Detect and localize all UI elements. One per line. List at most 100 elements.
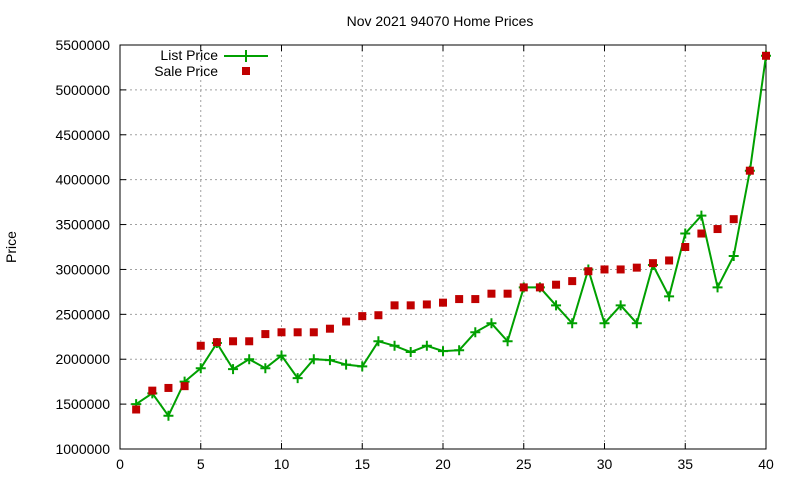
list-price-point [324, 355, 335, 366]
list-price-point [712, 282, 723, 293]
x-tick-label: 0 [116, 456, 124, 472]
list-price-point [486, 318, 497, 329]
legend-label-sale-price: Sale Price [154, 63, 218, 79]
list-price-point [341, 359, 352, 370]
x-tick-label: 25 [516, 456, 532, 472]
y-tick-label: 5000000 [55, 82, 110, 98]
list-price-point [696, 210, 707, 221]
list-price-point [599, 318, 610, 329]
list-price-point [502, 336, 513, 347]
sale-price-point [261, 330, 270, 339]
sale-price-point [325, 324, 334, 333]
sale-price-point [665, 256, 674, 265]
sale-price-point [406, 301, 415, 310]
x-tick-label: 30 [597, 456, 613, 472]
list-price-point [680, 228, 691, 239]
sale-price-point [212, 338, 221, 347]
x-tick-label: 40 [758, 456, 774, 472]
sale-price-point [584, 267, 593, 276]
list-price-point [405, 347, 416, 358]
list-price-point [276, 350, 287, 361]
sale-price-point [164, 383, 173, 392]
sale-price-point [632, 263, 641, 272]
x-tick-label: 10 [274, 456, 290, 472]
x-tick-label: 5 [197, 456, 205, 472]
list-price-point [551, 300, 562, 311]
sale-price-point [196, 341, 205, 350]
y-tick-label: 4000000 [55, 172, 110, 188]
x-tick-label: 20 [435, 456, 451, 472]
sale-price-point [487, 289, 496, 298]
list-price-point [389, 340, 400, 351]
list-price-point [228, 364, 239, 375]
sale-price-point [229, 337, 238, 346]
sale-price-point [390, 301, 399, 310]
sale-price-point [552, 280, 561, 289]
legend-marker-sale-price [242, 67, 250, 75]
sale-price-point [358, 312, 367, 321]
sale-price-point [277, 328, 286, 337]
sale-price-point [762, 51, 770, 60]
sale-price-point [648, 259, 657, 268]
x-tick-label: 35 [677, 456, 693, 472]
sale-price-point [342, 317, 351, 326]
sale-price-point [568, 277, 577, 286]
list-price-point [470, 327, 481, 338]
list-price-point [260, 363, 271, 374]
y-tick-label: 2000000 [55, 351, 110, 367]
list-price-point [421, 340, 432, 351]
sale-price-point [713, 225, 722, 234]
grid-layer [120, 45, 766, 449]
y-axis-label: Price [3, 231, 19, 263]
sale-price-point [422, 300, 431, 309]
chart-title: Nov 2021 94070 Home Prices [347, 13, 534, 29]
sale-price-point [681, 243, 690, 251]
y-tick-label: 1500000 [55, 396, 110, 412]
sale-price-point [519, 283, 528, 292]
sale-price-point [729, 215, 738, 224]
sale-price-point [132, 405, 141, 414]
list-price-point [728, 250, 739, 261]
list-price-point [567, 318, 578, 329]
y-tick-label: 2500000 [55, 306, 110, 322]
list-price-point [244, 354, 255, 365]
list-price-point [195, 363, 206, 374]
list-price-point [373, 336, 384, 347]
sale-price-point [148, 386, 157, 395]
sale-price-point [745, 166, 754, 175]
tick-layer: 1000000 1500000 2000000 2500000 3000000 35000… [55, 37, 774, 472]
sale-price-point [503, 289, 512, 298]
list-price-point [454, 345, 465, 356]
sale-price-point [439, 298, 447, 307]
sale-price-point [455, 295, 464, 304]
sale-price-point [600, 265, 609, 274]
y-tick-label: 3000000 [55, 261, 110, 277]
sale-price-point [535, 283, 544, 292]
legend-marker-list-price [240, 50, 252, 62]
y-tick-label: 5500000 [55, 37, 110, 53]
sale-price-point [471, 295, 480, 304]
y-tick-label: 4500000 [55, 127, 110, 143]
series-layer [131, 50, 771, 421]
sale-price-point [374, 311, 383, 320]
series-line-list-price [135, 55, 767, 418]
list-price-point [308, 354, 319, 365]
list-price-point [163, 410, 174, 421]
sale-price-point [309, 328, 318, 337]
sale-price-point [697, 229, 706, 238]
sale-price-point [293, 328, 302, 337]
sale-price-point [245, 337, 254, 346]
sale-price-point [616, 265, 625, 274]
legend-label-list-price: List Price [160, 47, 218, 63]
legend: List Price Sale Price [154, 47, 268, 79]
y-tick-label: 1000000 [55, 441, 110, 457]
y-tick-label: 3500000 [55, 217, 110, 233]
sale-price-point [180, 382, 189, 391]
list-price-point [631, 318, 642, 329]
list-price-point [615, 300, 626, 311]
list-price-point [292, 373, 303, 384]
list-price-point [664, 291, 675, 302]
x-tick-label: 15 [354, 456, 370, 472]
